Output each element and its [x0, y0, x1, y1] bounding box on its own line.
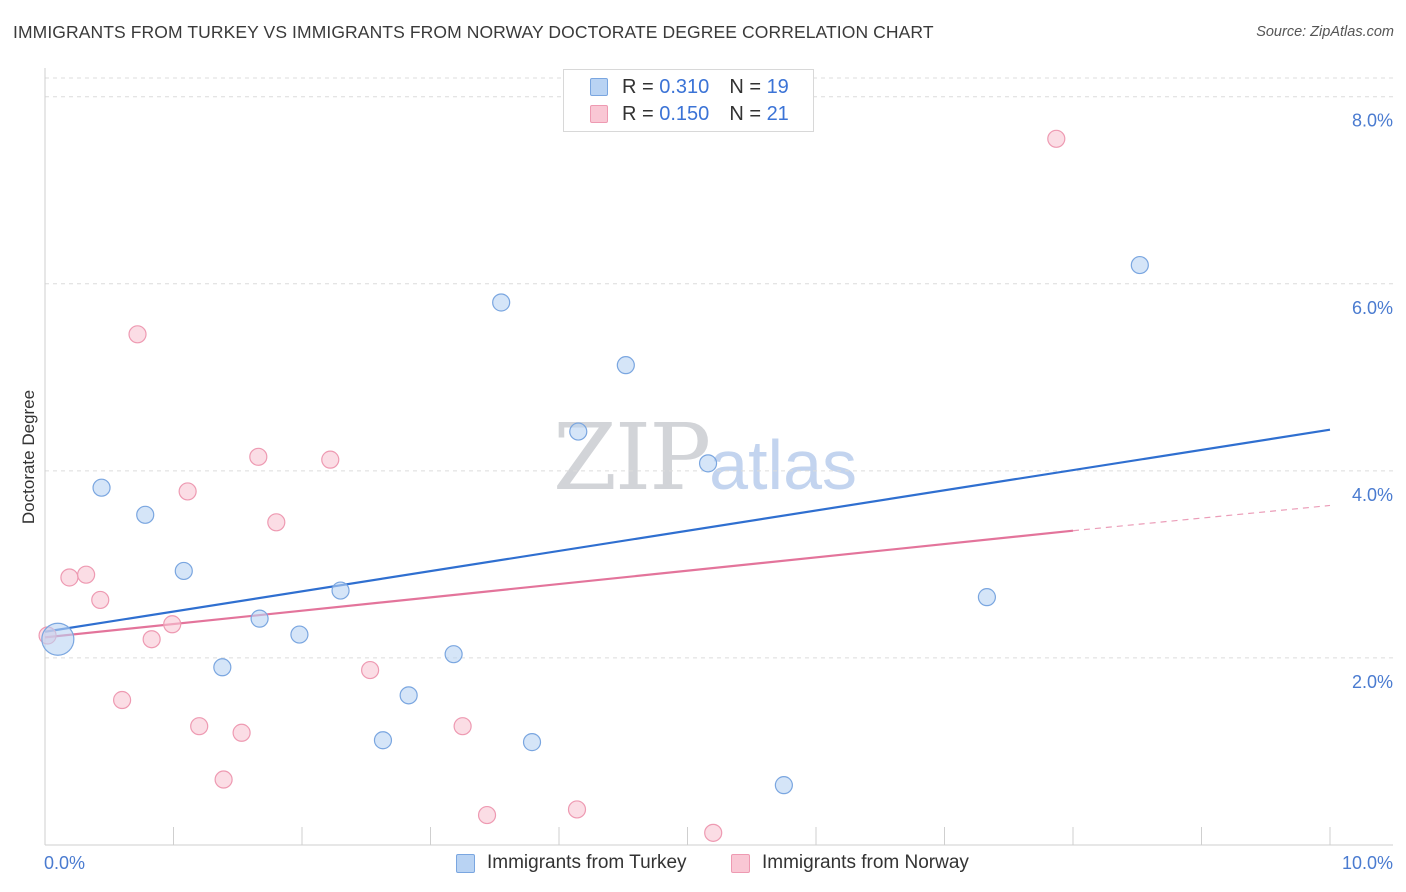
norway-point [321, 450, 340, 469]
turkey-point [977, 588, 997, 607]
turkey-point [774, 776, 793, 795]
norway-r-value: 0.150 [659, 102, 710, 125]
turkey-point [1130, 255, 1149, 275]
watermark-atlas: atlas [709, 426, 858, 504]
tick-labels: 2.0% 4.0% 6.0% 8.0% 0.0% 10.0% [44, 111, 1393, 873]
norway-r-label: R = [622, 102, 654, 125]
turkey-point [290, 625, 309, 644]
y-tick-label: 8.0% [1352, 111, 1393, 131]
turkey-n-label: N = [729, 75, 761, 98]
turkey-r-label: R = [622, 75, 654, 98]
norway-point [91, 590, 110, 610]
turkey-point [331, 581, 350, 600]
norway-point [163, 615, 182, 634]
norway-point [249, 447, 268, 466]
turkey-n-value: 19 [766, 75, 789, 98]
turkey-swatch [590, 78, 608, 96]
watermark: ZIPatlas [553, 404, 857, 511]
turkey-point [373, 731, 393, 750]
y-axis-label: Doctorate Degree [19, 390, 38, 524]
norway-point [128, 325, 147, 344]
norway-point [112, 690, 132, 710]
norway-point [477, 805, 497, 825]
trend-lines [44, 428, 1331, 639]
source-label: Source: ZipAtlas.com [1256, 24, 1394, 40]
bottom-norway-label: Immigrants from Norway [762, 852, 969, 873]
turkey-point [399, 686, 418, 705]
norway-point [178, 482, 197, 501]
turkey-trend-line [44, 428, 1331, 633]
legend-row-norway: R = 0.150 N = 21 [590, 102, 789, 126]
data-points [38, 129, 1149, 842]
norway-point [190, 717, 209, 736]
grid [45, 77, 1393, 659]
norway-point [361, 660, 380, 680]
turkey-point [522, 733, 542, 752]
norway-point [1047, 129, 1066, 148]
bottom-norway-swatch [731, 853, 750, 873]
norway-point [453, 717, 472, 736]
turkey-r-value: 0.310 [659, 75, 710, 98]
y-tick-label: 4.0% [1352, 485, 1393, 505]
correlation-legend: R = 0.310 N = 19 R = 0.150 N = 21 [563, 69, 814, 132]
norway-point [60, 568, 79, 587]
norway-point [142, 630, 161, 649]
turkey-point [569, 422, 588, 441]
norway-trend-extension [1072, 504, 1331, 532]
y-tick-label: 2.0% [1352, 672, 1393, 692]
bottom-turkey-swatch [456, 853, 475, 873]
norway-n-label: N = [729, 102, 761, 125]
bottom-legend-norway: Immigrants from Norway [731, 852, 969, 874]
norway-point [77, 565, 96, 584]
norway-point [214, 770, 233, 789]
turkey-point [616, 356, 635, 375]
norway-point [567, 800, 587, 819]
turkey-point [444, 645, 463, 664]
norway-point [267, 513, 286, 532]
y-tick-label: 6.0% [1352, 298, 1393, 318]
legend-row-turkey: R = 0.310 N = 19 [590, 75, 789, 99]
turkey-point [698, 454, 718, 473]
watermark-zip: ZIP [553, 404, 711, 511]
norway-point [232, 723, 251, 742]
turkey-point [213, 658, 232, 677]
bottom-legend-turkey: Immigrants from Turkey [456, 852, 687, 874]
norway-swatch [590, 105, 608, 123]
chart-title: IMMIGRANTS FROM TURKEY VS IMMIGRANTS FRO… [13, 22, 934, 42]
bottom-turkey-label: Immigrants from Turkey [487, 852, 687, 873]
x-tick-label: 0.0% [44, 853, 85, 873]
turkey-point [250, 609, 269, 628]
turkey-point [92, 478, 111, 497]
norway-trend-line [44, 529, 1074, 639]
turkey-point [174, 561, 193, 581]
turkey-point [41, 622, 75, 656]
turkey-point [136, 505, 155, 524]
norway-point [704, 823, 723, 842]
turkey-point [492, 293, 511, 312]
norway-n-value: 21 [766, 102, 789, 125]
axes [44, 68, 1393, 846]
x-tick-label: 10.0% [1342, 853, 1393, 873]
